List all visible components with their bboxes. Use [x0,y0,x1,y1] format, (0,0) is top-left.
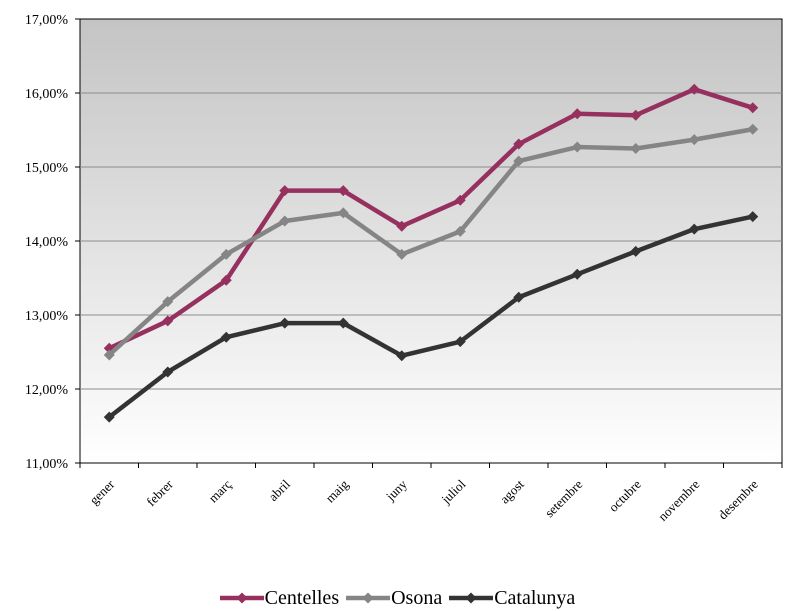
data-point [220,331,232,343]
x-tick-label: setembre [542,476,586,520]
legend-swatch [346,592,391,604]
x-tick-label: desembre [715,476,761,522]
data-point [454,194,466,206]
x-axis-ticks: gener febrer març abril maig juny juliol agost s… [79,463,783,524]
data-point [513,138,525,150]
gridlines [80,92,782,390]
data-point [396,220,408,232]
data-point [396,350,408,362]
y-tick-label: 17,00% [25,13,69,28]
data-point [220,274,232,286]
data-point [220,248,232,260]
series-line [107,127,754,357]
x-tick-label: juny [382,476,410,504]
data-point [279,317,291,329]
data-point [103,349,115,361]
data-point [747,123,759,135]
series-catalunya [103,211,759,423]
data-point [747,102,759,114]
y-tick-label: 14,00% [25,235,69,250]
line-chart: 11,00% 12,00% 13,00% 14,00% 15,00% 16,00% 17,0… [25,13,783,524]
data-point [688,223,700,235]
legend: Centelles Osona Catalunya [0,585,794,611]
data-point [513,291,525,303]
x-tick-label: gener [86,476,117,507]
legend-label: Osona [391,586,443,609]
y-tick-label: 15,00% [25,161,69,176]
data-point [162,366,174,378]
legend-label: Catalunya [494,586,576,609]
data-point [337,317,349,329]
data-point [337,207,349,219]
data-point [396,248,408,260]
y-tick-label: 12,00% [25,383,69,398]
legend-label: Centelles [264,586,340,609]
x-tick-label: abril [265,476,293,504]
legend-item: Catalunya [448,587,575,610]
data-point [747,211,759,223]
data-point [513,155,525,167]
x-tick-label: agost [497,476,527,506]
data-point [279,185,291,197]
legend-swatch [219,592,264,604]
data-point [454,225,466,237]
series-lines [103,83,759,423]
data-point [571,141,583,153]
data-point [337,185,349,197]
data-point [103,411,115,423]
x-tick-label: febrer [143,476,176,509]
legend-item: Centelles [219,587,339,610]
series-line [107,214,754,419]
data-point [571,108,583,120]
y-tick-label: 11,00% [25,457,68,472]
y-tick-label: 16,00% [25,87,69,102]
data-point [162,315,174,327]
data-point [279,215,291,227]
data-point [571,268,583,280]
series-osona [103,123,759,361]
legend-item: Osona [345,587,442,610]
x-tick-label: novembre [655,476,703,524]
data-point [688,83,700,95]
series-centelles [103,83,759,354]
x-tick-label: juliol [438,476,469,507]
x-tick-label: maig [322,476,351,505]
y-tick-label: 13,00% [25,309,69,324]
x-tick-label: març [205,476,234,505]
data-point [630,245,642,257]
data-point [162,296,174,308]
x-tick-label: octubre [606,476,644,514]
data-point [630,143,642,154]
data-point [688,134,700,146]
series-line [108,87,754,351]
data-point [630,109,642,121]
legend-swatch [449,592,494,604]
data-point [454,336,466,348]
y-axis-ticks: 11,00% 12,00% 13,00% 14,00% 15,00% 16,00% 17,0… [25,13,80,472]
